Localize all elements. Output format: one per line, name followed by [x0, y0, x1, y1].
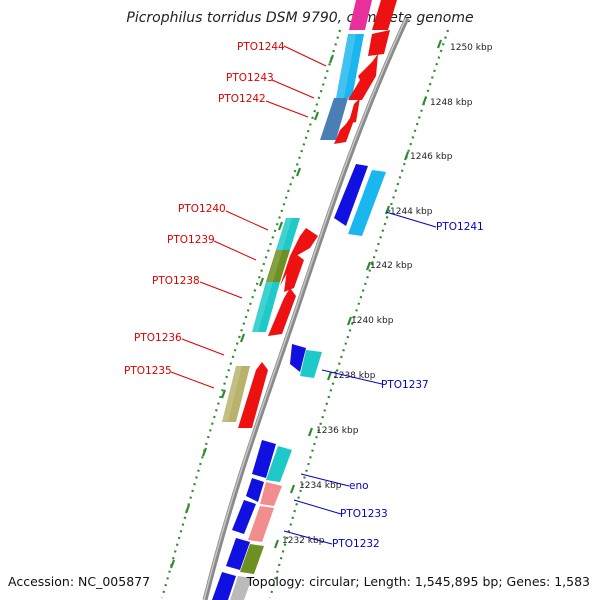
cog-bar [230, 576, 252, 600]
cog-bar [266, 250, 290, 282]
gene-arrow [334, 120, 354, 144]
ruler-tick-labels: 1250 kbp 1248 kbp 1246 kbp 1244 kbp 1242… [282, 43, 493, 546]
gene-label-left: PTO1236 [134, 332, 182, 344]
cog-bar [276, 218, 300, 250]
tick-label: 1248 kbp [430, 98, 473, 108]
gene-arrow [238, 362, 268, 428]
gene-label-left: PTO1239 [167, 234, 215, 246]
gene-arrow [348, 54, 378, 100]
cog-bar [222, 366, 250, 422]
tick-label: 1232 kbp [282, 536, 325, 546]
gene-label-right: PTO1233 [340, 508, 388, 520]
gene-label-left: PTO1243 [226, 72, 274, 84]
gene-label-left: PTO1244 [237, 41, 285, 53]
map-title: Picrophilus torridus DSM 9790, complete … [126, 10, 473, 26]
cog-bar [252, 282, 280, 332]
tick-label: 1240 kbp [351, 316, 394, 326]
gene-arrow [252, 440, 276, 478]
tick-label: 1246 kbp [410, 152, 453, 162]
guide-dashes [169, 39, 443, 569]
gene-label-right: eno [349, 480, 369, 492]
gene-arrow [284, 254, 304, 292]
cog-bar [300, 350, 322, 378]
gene-arrow [346, 98, 360, 124]
gene-arrow [212, 572, 236, 600]
gene-arrow [368, 30, 390, 56]
cog-bar [248, 506, 274, 542]
tick-label: 1242 kbp [370, 261, 413, 271]
gene-label-right: PTO1232 [332, 538, 380, 550]
accession-text: Accession: NC_005877 [8, 574, 150, 589]
tick-label: 1250 kbp [450, 43, 493, 53]
gloss-overlay [222, 34, 356, 422]
gene-arrow [334, 164, 368, 226]
gene-label-left: PTO1242 [218, 93, 266, 105]
gene-arrow [232, 500, 256, 534]
outer-left-guide [160, 29, 342, 599]
cog-bar [266, 446, 292, 482]
gene-arrow [290, 344, 306, 372]
topology-text: Topology: circular; Length: 1,545,895 bp… [246, 574, 590, 589]
cog-bar [240, 544, 264, 574]
cog-bar [348, 170, 386, 236]
gene-label-left: PTO1240 [178, 203, 226, 215]
gene-arrow [226, 538, 250, 570]
cog-bar [260, 482, 282, 506]
gene-label-right: PTO1237 [381, 379, 429, 391]
gene-arrow [268, 288, 296, 336]
gene-label-right: PTO1241 [436, 221, 484, 233]
gene-label-left: PTO1235 [124, 365, 172, 377]
cog-bar [349, 0, 372, 30]
genome-backbone [202, 16, 410, 600]
forward-genes [222, 0, 397, 428]
right-labels: PTO1241 PTO1237 eno PTO1233 PTO1232 [283, 211, 484, 550]
gene-arrow [372, 0, 397, 30]
gene-arrow [280, 228, 318, 286]
tick-label: 1236 kbp [316, 426, 359, 436]
outer-right-guide [268, 29, 450, 599]
cog-bar [320, 98, 348, 140]
gene-label-left: PTO1238 [152, 275, 200, 287]
tick-label: 1244 kbp [390, 207, 433, 217]
cog-bar [336, 34, 364, 98]
tick-label: 1238 kbp [333, 371, 376, 381]
tick-label: 1234 kbp [299, 481, 342, 491]
left-labels: PTO1244 PTO1243 PTO1242 PTO1240 PTO1239 … [124, 41, 327, 389]
gene-arrow [246, 478, 264, 502]
reverse-genes [212, 164, 386, 600]
